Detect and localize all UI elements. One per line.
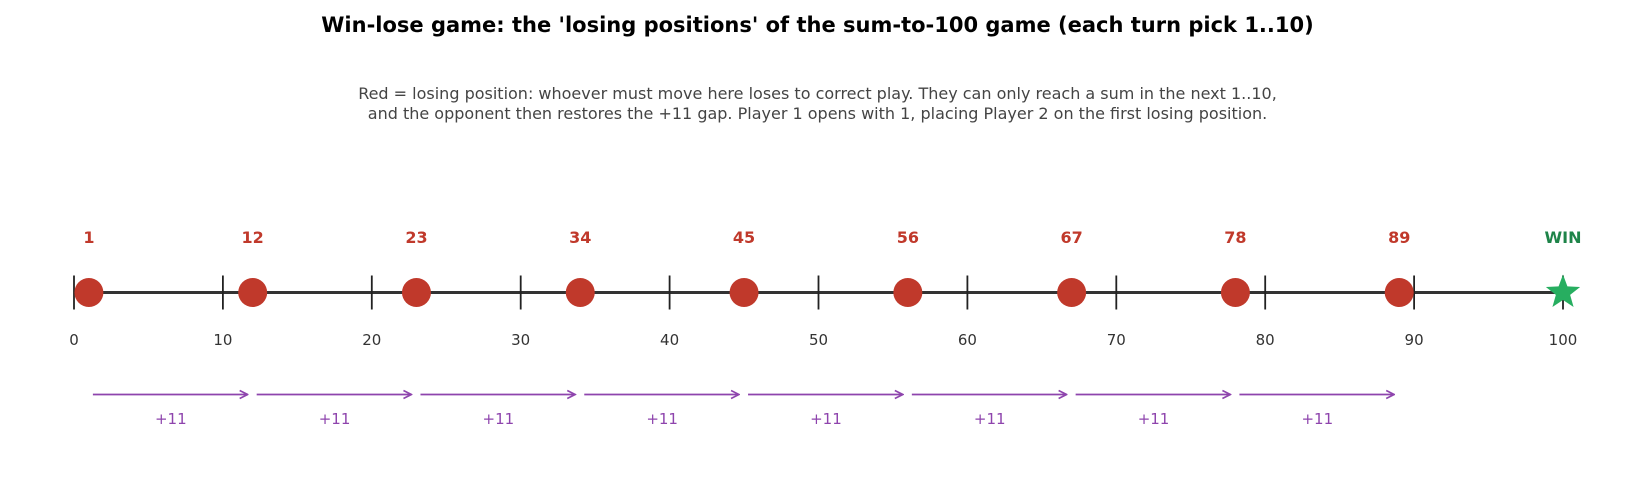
losing-position-marker: [1384, 278, 1414, 307]
star-icon: [1545, 274, 1581, 308]
losing-position-marker: [1057, 278, 1087, 307]
tick-label: 100: [1549, 331, 1578, 349]
tick-label: 10: [213, 331, 232, 349]
win-label: WIN: [1545, 228, 1582, 247]
tick-label: 50: [809, 331, 828, 349]
losing-position-label: 1: [83, 228, 94, 247]
tick-label: 80: [1256, 331, 1275, 349]
losing-position-marker: [1220, 278, 1250, 307]
losing-position-marker: [74, 278, 104, 307]
gap-label: +11: [155, 410, 187, 428]
gap-arrows: +11 +11 +11 +11 +11 +11 +11 +11: [92, 395, 1394, 428]
subtitle-line-2: and the opponent then restores the +11 g…: [368, 104, 1267, 123]
losing-position-label: 34: [569, 228, 591, 247]
axis-ticks: 0 10 20 30 40 50 60 70 80 90 100: [69, 275, 1578, 349]
tick-label: 20: [362, 331, 381, 349]
tick-label: 70: [1107, 331, 1126, 349]
tick-label: 40: [660, 331, 679, 349]
losing-position-label: 78: [1224, 228, 1246, 247]
losing-position-marker: [565, 278, 595, 307]
tick-label: 30: [511, 331, 530, 349]
gap-label: +11: [483, 410, 515, 428]
subtitle-line-1: Red = losing position: whoever must move…: [358, 84, 1277, 103]
losing-position-marker: [401, 278, 431, 307]
losing-position-label: 56: [897, 228, 919, 247]
losing-position-label: 45: [733, 228, 755, 247]
losing-position-label: 12: [242, 228, 264, 247]
gap-label: +11: [974, 410, 1006, 428]
gap-label: +11: [810, 410, 842, 428]
tick-label: 0: [69, 331, 79, 349]
losing-position-label: 89: [1388, 228, 1410, 247]
chart-title: Win-lose game: the 'losing positions' of…: [321, 13, 1313, 37]
gap-label: +11: [646, 410, 678, 428]
tick-label: 90: [1405, 331, 1424, 349]
losing-position-marker: [729, 278, 759, 307]
gap-label: +11: [1138, 410, 1170, 428]
losing-position-label: 23: [405, 228, 427, 247]
gap-label: +11: [319, 410, 351, 428]
losing-position-label: 67: [1060, 228, 1082, 247]
gap-label: +11: [1301, 410, 1333, 428]
tick-label: 60: [958, 331, 977, 349]
win-target: WIN: [1545, 228, 1582, 308]
losing-position-marker: [893, 278, 923, 307]
losing-position-marker: [238, 278, 268, 307]
losing-positions: 1 12 23 34 45 56 67 78 89: [74, 228, 1414, 307]
